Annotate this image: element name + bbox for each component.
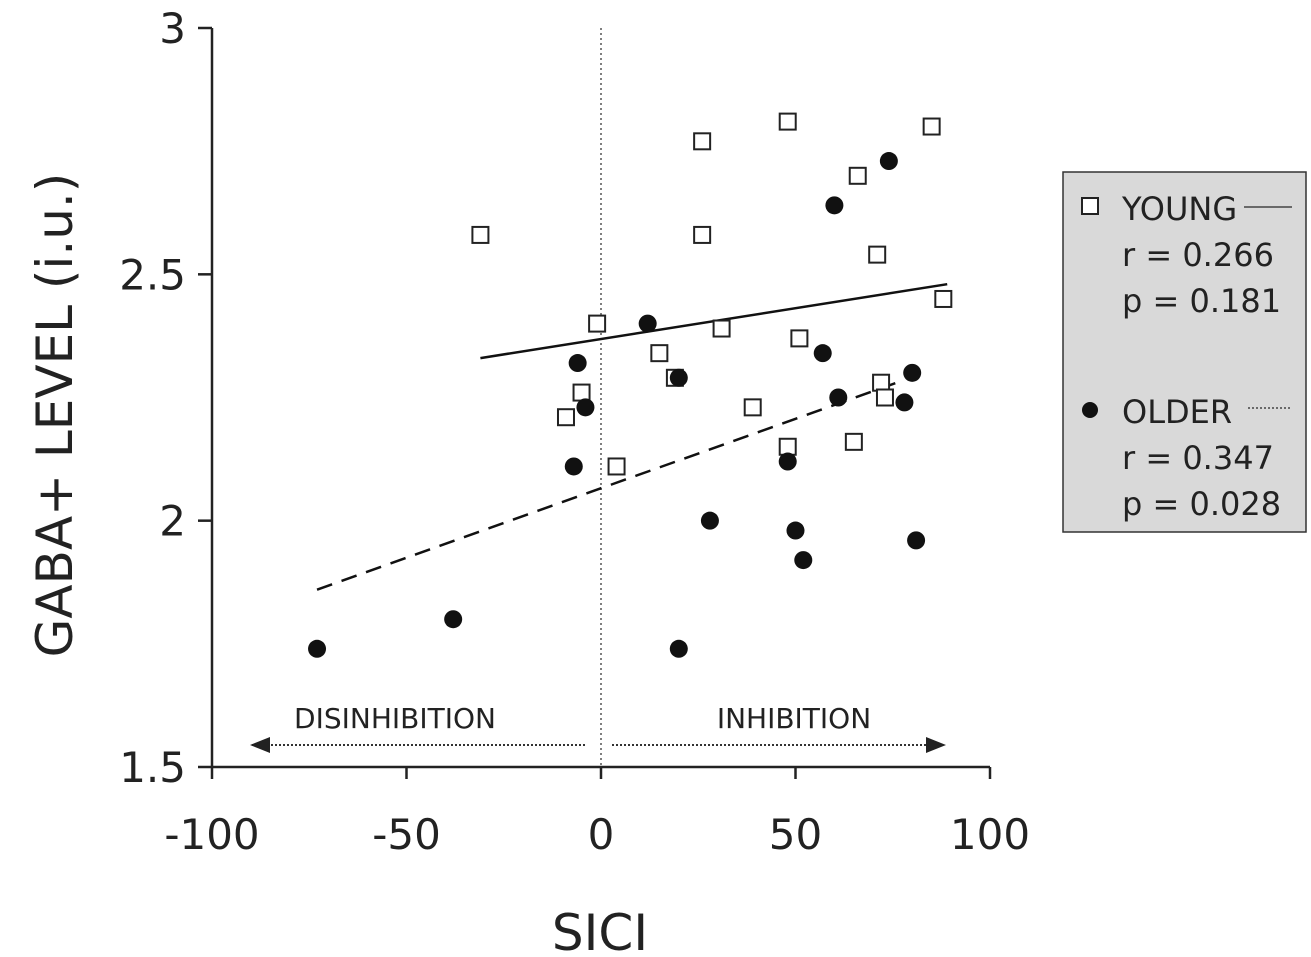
x-tick-label-4: 100 [950,810,1030,859]
x-tick-label-1: -50 [372,810,441,859]
legend-young-p: p = 0.181 [1122,282,1281,320]
point-older-10 [564,457,583,476]
x-axis-title: SICI [552,904,648,957]
point-young-19 [778,437,797,456]
legend-older-p: p = 0.028 [1122,485,1281,523]
point-older-18 [669,639,688,658]
point-young-6 [922,117,941,136]
point-older-9 [895,393,914,412]
point-young-20 [607,457,626,476]
x-tick-label-2: 0 [588,810,615,859]
point-older-3 [813,344,832,363]
point-older-12 [700,511,719,530]
point-older-2 [638,314,657,333]
point-young-1 [588,314,607,333]
x-tick-label-3: 50 [769,810,822,859]
point-young-4 [778,112,797,131]
point-young-10 [712,319,731,338]
data-points [308,112,953,658]
legend-older-marker [1082,402,1098,418]
legend-box [1062,171,1307,533]
legend-older-name: OLDER [1122,393,1232,431]
point-young-17 [743,398,762,417]
point-young-2 [693,132,712,151]
point-older-16 [444,610,463,629]
point-young-16 [875,388,894,407]
legend: YOUNG r = 0.266 p = 0.181 OLDER r = 0.34… [1062,171,1307,533]
disinhibition-label: DISINHIBITION [294,702,496,735]
point-young-11 [790,329,809,348]
point-older-1 [825,196,844,215]
y-tick-label-3: 3 [159,4,186,53]
point-young-18 [844,432,863,451]
point-older-7 [903,363,922,382]
y-tick-label-2: 2.5 [119,250,186,299]
legend-older-r: r = 0.347 [1122,439,1274,477]
point-older-15 [907,531,926,550]
point-young-0 [471,225,490,244]
legend-young-marker [1081,197,1099,215]
point-young-5 [848,166,867,185]
y-tick-label-0: 1.5 [119,743,186,792]
point-older-11 [778,452,797,471]
point-young-13 [556,408,575,427]
point-older-8 [829,388,848,407]
point-young-9 [650,344,669,363]
tick-labels: -100 -50 0 50 100 1.5 2 2.5 3 [119,4,1030,859]
point-older-0 [879,152,898,171]
point-older-17 [308,639,327,658]
axis-ticks [198,26,992,779]
point-older-4 [568,354,587,373]
inhibition-label: INHIBITION [717,702,871,735]
point-young-3 [693,225,712,244]
point-older-6 [669,368,688,387]
point-young-8 [934,289,953,308]
y-axis-title: GABA+ LEVEL (i.u.) [26,173,84,658]
point-young-12 [572,383,591,402]
point-older-5 [576,398,595,417]
point-young-15 [872,373,891,392]
y-tick-label-1: 2 [159,497,186,546]
legend-young-r: r = 0.266 [1122,236,1274,274]
x-tick-label-0: -100 [164,810,259,859]
point-older-14 [794,551,813,570]
point-young-7 [868,245,887,264]
point-older-13 [786,521,805,540]
legend-young-name: YOUNG [1121,190,1237,228]
